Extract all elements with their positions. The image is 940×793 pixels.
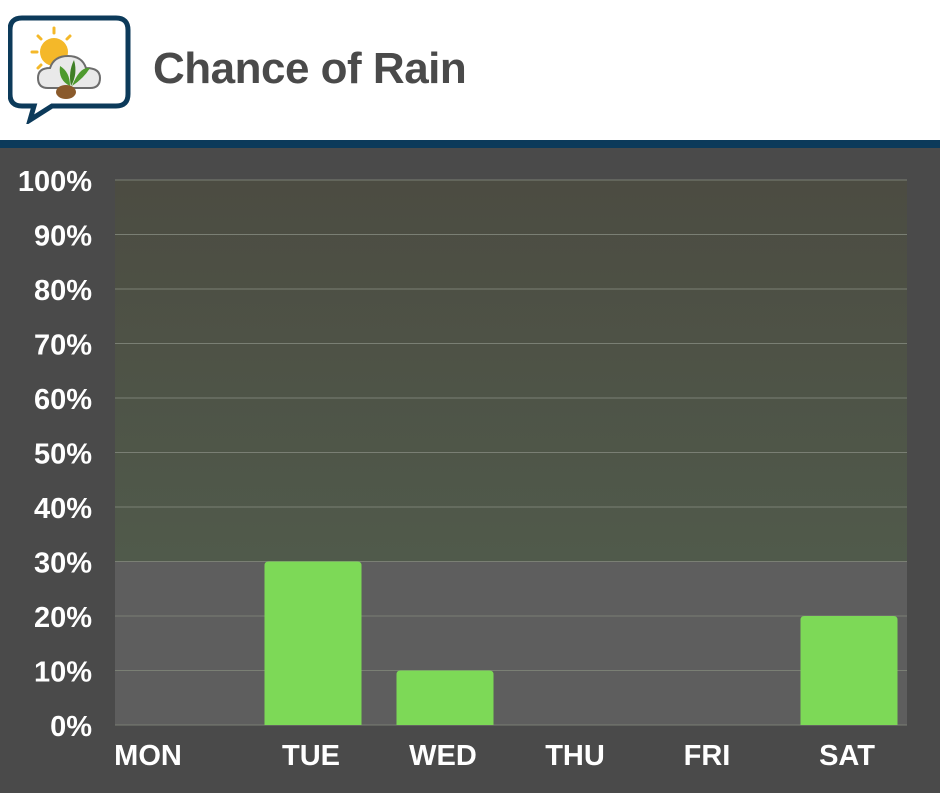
x-tick-label: THU bbox=[545, 740, 605, 772]
x-tick-label: TUE bbox=[282, 740, 340, 772]
header-divider bbox=[0, 140, 940, 148]
shaded-band bbox=[115, 180, 907, 562]
x-tick-label: FRI bbox=[684, 740, 731, 772]
y-tick-label: 10% bbox=[34, 657, 92, 689]
bar-tue bbox=[264, 561, 362, 725]
rain-chance-chart: 0% 10% 20% 30% 40% 50% 60% 70% 80% 90% 100% MON TUE W… bbox=[18, 166, 907, 772]
y-tick-label: 90% bbox=[34, 221, 92, 253]
page-title: Chance of Rain bbox=[153, 44, 467, 93]
header: Chance of Rain bbox=[0, 0, 940, 140]
bar-sat bbox=[800, 616, 898, 725]
bar-wed bbox=[396, 670, 494, 725]
x-tick-label: MON bbox=[114, 740, 182, 772]
y-tick-label: 40% bbox=[34, 493, 92, 525]
x-tick-label: WED bbox=[409, 740, 477, 772]
y-tick-label: 50% bbox=[34, 439, 92, 471]
y-tick-label: 20% bbox=[34, 602, 92, 634]
y-tick-label: 100% bbox=[18, 166, 92, 198]
chart-area: 0% 10% 20% 30% 40% 50% 60% 70% 80% 90% 100% MON TUE W… bbox=[0, 148, 940, 788]
x-tick-label: SAT bbox=[819, 740, 875, 772]
y-tick-label: 60% bbox=[34, 384, 92, 416]
y-tick-label: 0% bbox=[50, 711, 92, 743]
y-tick-label: 30% bbox=[34, 548, 92, 580]
y-tick-label: 80% bbox=[34, 275, 92, 307]
y-tick-label: 70% bbox=[34, 330, 92, 362]
weather-plant-chat-icon bbox=[8, 15, 131, 124]
